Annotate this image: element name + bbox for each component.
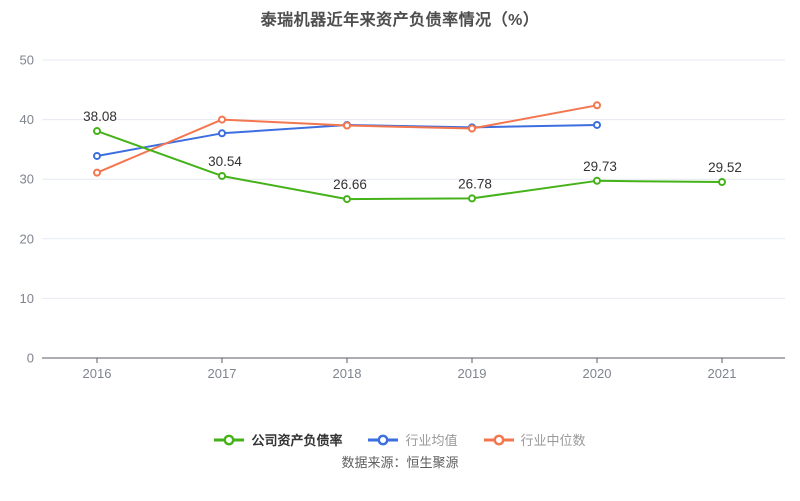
data-label: 29.52 (708, 160, 742, 175)
data-label: 26.78 (458, 176, 492, 191)
grid-lines (42, 59, 785, 299)
data-point[interactable] (218, 129, 226, 138)
legend-label: 公司资产负债率 (251, 432, 343, 448)
data-label: 38.08 (83, 109, 117, 124)
data-point[interactable] (218, 171, 226, 180)
y-axis-labels: 0 10 20 30 40 50 (20, 53, 34, 366)
legend-item-industry-mean[interactable]: 行业均值 (368, 432, 458, 448)
data-label: 26.66 (333, 177, 367, 192)
y-tick-label: 20 (20, 231, 34, 246)
data-point[interactable] (718, 178, 726, 187)
data-point[interactable] (343, 121, 351, 130)
series-company-ratio: 38.08 30.54 26.66 26.78 29.73 29.52 (83, 109, 742, 204)
legend-label: 行业中位数 (520, 432, 586, 448)
chart-title: 泰瑞机器近年来资产负债率情况（%） (260, 12, 540, 29)
y-tick-label: 50 (20, 53, 34, 68)
x-tick-label: 2017 (208, 366, 237, 381)
chart-legend: 公司资产负债率 行业均值 行业中位数 (0, 431, 800, 449)
y-tick-label: 0 (27, 351, 34, 366)
legend-item-industry-median[interactable]: 行业中位数 (483, 432, 586, 448)
data-point[interactable] (93, 127, 101, 136)
legend-label: 行业均值 (405, 432, 458, 448)
x-tick-label: 2018 (333, 366, 362, 381)
data-point[interactable] (468, 194, 476, 203)
data-point[interactable] (593, 176, 601, 185)
data-point[interactable] (93, 168, 101, 177)
series-line (96, 130, 723, 201)
data-source-text: 数据来源：恒生聚源 (341, 455, 459, 470)
x-tick-label: 2016 (83, 366, 112, 381)
y-tick-label: 40 (20, 112, 34, 127)
legend-marker-line-icon (368, 434, 399, 446)
data-point[interactable] (93, 151, 101, 160)
data-point[interactable] (468, 124, 476, 133)
legend-item-company-ratio[interactable]: 公司资产负债率 (214, 434, 342, 447)
data-point[interactable] (343, 195, 351, 204)
series-line (96, 104, 598, 174)
data-point[interactable] (593, 101, 601, 110)
data-label: 30.54 (208, 154, 242, 169)
legend-marker-line-icon (214, 434, 245, 446)
x-tick-label: 2021 (708, 366, 737, 381)
data-point[interactable] (218, 115, 226, 124)
series-industry-median (93, 101, 601, 177)
legend-marker-line-icon (483, 434, 514, 446)
data-label: 29.73 (583, 159, 617, 174)
data-point[interactable] (593, 120, 601, 129)
chart-canvas: 0 10 20 30 40 50 2016 2017 2018 2019 2020 2021 38.08… (20, 53, 785, 381)
y-tick-label: 30 (20, 172, 34, 187)
x-tick-label: 2020 (583, 366, 612, 381)
x-tick-label: 2019 (458, 366, 487, 381)
y-tick-label: 10 (20, 291, 34, 306)
x-axis: 2016 2017 2018 2019 2020 2021 (42, 357, 785, 381)
